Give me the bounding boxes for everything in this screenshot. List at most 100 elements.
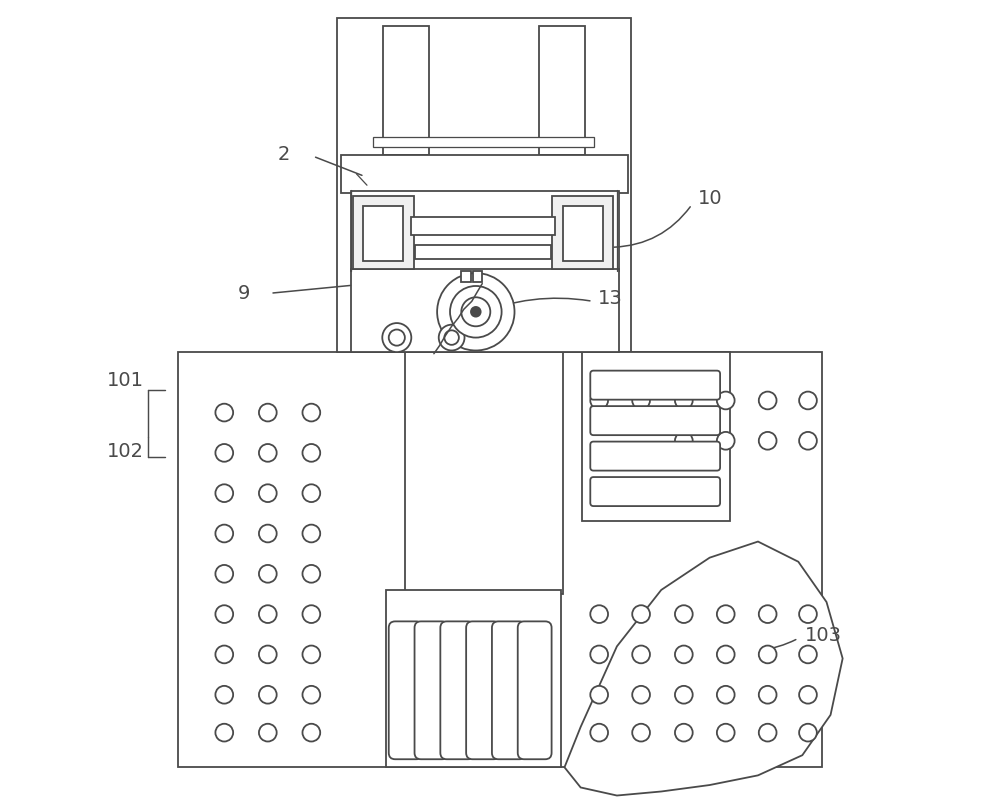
Text: 103: 103 bbox=[805, 626, 842, 646]
Bar bbox=[363, 206, 403, 261]
Circle shape bbox=[450, 286, 502, 337]
FancyBboxPatch shape bbox=[415, 621, 448, 759]
Circle shape bbox=[259, 404, 277, 421]
Bar bbox=[383, 26, 429, 155]
Bar bbox=[473, 272, 482, 282]
Bar bbox=[415, 245, 551, 260]
FancyBboxPatch shape bbox=[590, 477, 720, 506]
Circle shape bbox=[675, 605, 693, 623]
Circle shape bbox=[302, 565, 320, 582]
Circle shape bbox=[759, 432, 777, 450]
Circle shape bbox=[759, 605, 777, 623]
FancyBboxPatch shape bbox=[440, 621, 474, 759]
Bar bbox=[563, 206, 603, 261]
Circle shape bbox=[302, 686, 320, 704]
Bar bbox=[341, 155, 628, 193]
Circle shape bbox=[259, 646, 277, 663]
Circle shape bbox=[759, 392, 777, 409]
Circle shape bbox=[461, 297, 490, 326]
Circle shape bbox=[717, 432, 735, 450]
Text: 10: 10 bbox=[698, 189, 722, 209]
Bar bbox=[373, 137, 594, 146]
Circle shape bbox=[632, 724, 650, 742]
Circle shape bbox=[590, 724, 608, 742]
Circle shape bbox=[382, 323, 411, 352]
Circle shape bbox=[799, 392, 817, 409]
FancyBboxPatch shape bbox=[466, 621, 500, 759]
Bar bbox=[461, 272, 471, 282]
Bar bbox=[353, 197, 414, 269]
FancyBboxPatch shape bbox=[389, 621, 423, 759]
Circle shape bbox=[799, 686, 817, 704]
Circle shape bbox=[437, 273, 515, 350]
Circle shape bbox=[302, 646, 320, 663]
Circle shape bbox=[259, 565, 277, 582]
Circle shape bbox=[215, 524, 233, 542]
Circle shape bbox=[632, 605, 650, 623]
FancyBboxPatch shape bbox=[492, 621, 526, 759]
FancyBboxPatch shape bbox=[590, 406, 720, 435]
Circle shape bbox=[717, 605, 735, 623]
Circle shape bbox=[215, 724, 233, 742]
FancyBboxPatch shape bbox=[590, 442, 720, 471]
Circle shape bbox=[215, 686, 233, 704]
Circle shape bbox=[302, 605, 320, 623]
Circle shape bbox=[799, 646, 817, 663]
Bar bbox=[411, 218, 555, 235]
Circle shape bbox=[215, 646, 233, 663]
Circle shape bbox=[215, 404, 233, 421]
Circle shape bbox=[632, 646, 650, 663]
Bar bbox=[178, 352, 822, 767]
Bar bbox=[539, 26, 585, 155]
Circle shape bbox=[759, 646, 777, 663]
Circle shape bbox=[590, 686, 608, 704]
Polygon shape bbox=[564, 541, 843, 795]
Circle shape bbox=[717, 724, 735, 742]
Text: 13: 13 bbox=[598, 289, 623, 307]
Bar bbox=[582, 352, 730, 522]
Circle shape bbox=[632, 392, 650, 409]
Circle shape bbox=[799, 605, 817, 623]
Circle shape bbox=[439, 324, 465, 350]
Circle shape bbox=[675, 646, 693, 663]
Circle shape bbox=[444, 330, 459, 345]
Text: 101: 101 bbox=[107, 371, 144, 390]
Circle shape bbox=[302, 485, 320, 502]
FancyBboxPatch shape bbox=[518, 621, 552, 759]
Circle shape bbox=[259, 485, 277, 502]
Circle shape bbox=[471, 307, 481, 316]
Circle shape bbox=[259, 444, 277, 462]
Circle shape bbox=[215, 444, 233, 462]
Circle shape bbox=[799, 432, 817, 450]
Text: 9: 9 bbox=[238, 284, 250, 303]
Bar bbox=[386, 590, 561, 767]
Circle shape bbox=[215, 605, 233, 623]
Circle shape bbox=[799, 724, 817, 742]
Circle shape bbox=[302, 404, 320, 421]
Circle shape bbox=[215, 485, 233, 502]
Circle shape bbox=[675, 392, 693, 409]
Circle shape bbox=[717, 646, 735, 663]
Circle shape bbox=[717, 686, 735, 704]
Circle shape bbox=[717, 392, 735, 409]
Circle shape bbox=[302, 524, 320, 542]
Bar bbox=[552, 197, 613, 269]
Circle shape bbox=[675, 724, 693, 742]
Circle shape bbox=[259, 605, 277, 623]
Circle shape bbox=[759, 724, 777, 742]
Bar bbox=[337, 18, 631, 352]
Bar bbox=[405, 352, 563, 594]
Bar bbox=[351, 191, 619, 272]
Circle shape bbox=[302, 724, 320, 742]
Circle shape bbox=[675, 432, 693, 450]
Circle shape bbox=[675, 686, 693, 704]
Circle shape bbox=[590, 392, 608, 409]
Circle shape bbox=[259, 724, 277, 742]
Circle shape bbox=[215, 565, 233, 582]
Circle shape bbox=[302, 444, 320, 462]
Circle shape bbox=[590, 646, 608, 663]
Text: 2: 2 bbox=[278, 145, 290, 164]
Circle shape bbox=[259, 524, 277, 542]
Circle shape bbox=[389, 329, 405, 345]
Bar bbox=[351, 269, 619, 352]
